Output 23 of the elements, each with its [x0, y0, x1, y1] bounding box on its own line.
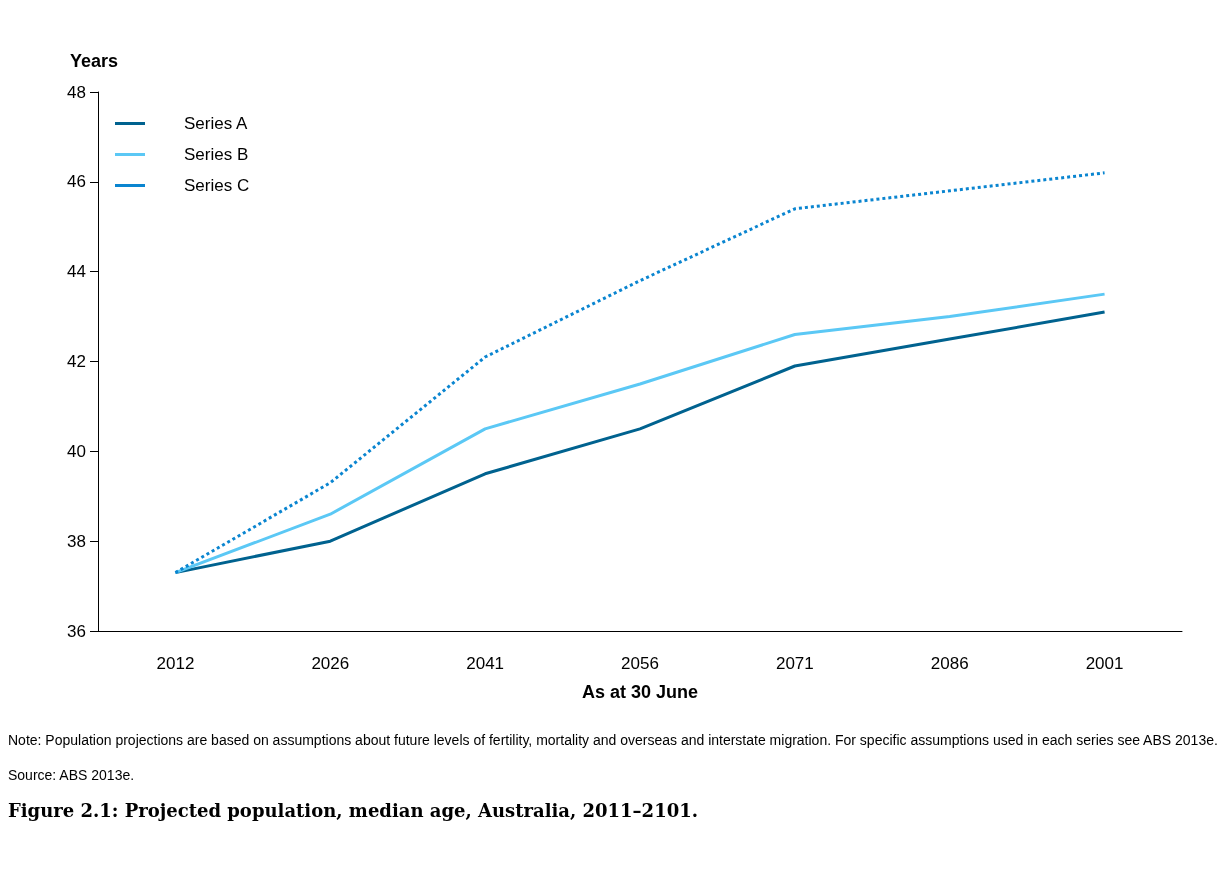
x-tick-label: 2026 [311, 654, 350, 673]
x-tick-label: 2056 [621, 654, 659, 673]
y-tick-label: 36 [67, 621, 86, 641]
x-axis-title: As at 30 June [581, 682, 699, 702]
source-note: Source: ABS 2013e. [8, 766, 136, 785]
y-tick-label: 46 [67, 172, 86, 192]
line-series [173, 171, 1107, 575]
text: Note: Population projections are based on assumptions about future levels of fertility, mortality and overseas and interstate migration. For specific assumptions used in each series see ABS 2013e. [8, 731, 1219, 750]
x-tick-label: 2001 [1085, 654, 1124, 673]
x-tick-label: 2041 [466, 654, 505, 673]
legend-label: Series A [184, 114, 248, 133]
x-tick-label: 2071 [775, 654, 814, 673]
y-tick-label: 48 [67, 82, 86, 102]
y-tick-label: 38 [67, 531, 86, 551]
x-tick-label: 2012 [156, 654, 195, 673]
legend-label: Series C [184, 176, 250, 195]
x-tick-label: 2086 [930, 654, 969, 673]
y-tick-label: 40 [67, 441, 86, 461]
y-axis-title: Years [69, 51, 118, 71]
text: Figure 2.1: Projected population, median age, Australia, 2011–2101. [7, 800, 699, 821]
y-tick-label: 44 [67, 262, 86, 282]
legend-label: Series B [184, 145, 249, 164]
y-tick-label: 42 [67, 352, 86, 371]
